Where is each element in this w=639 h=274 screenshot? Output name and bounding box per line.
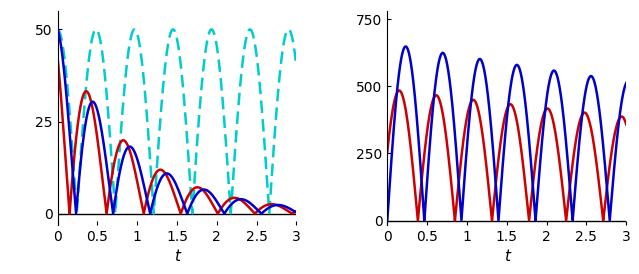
X-axis label: t: t bbox=[504, 249, 510, 264]
X-axis label: t: t bbox=[174, 249, 180, 264]
